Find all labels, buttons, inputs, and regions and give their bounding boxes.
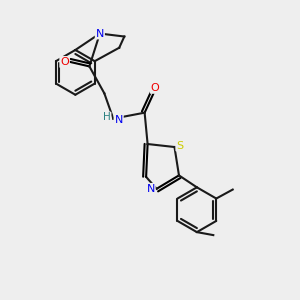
Text: N: N — [115, 115, 123, 125]
Text: O: O — [151, 83, 160, 93]
Text: N: N — [146, 184, 155, 194]
Text: H: H — [103, 112, 111, 122]
Text: O: O — [60, 57, 69, 67]
Text: N: N — [96, 28, 104, 38]
Text: S: S — [176, 140, 183, 151]
